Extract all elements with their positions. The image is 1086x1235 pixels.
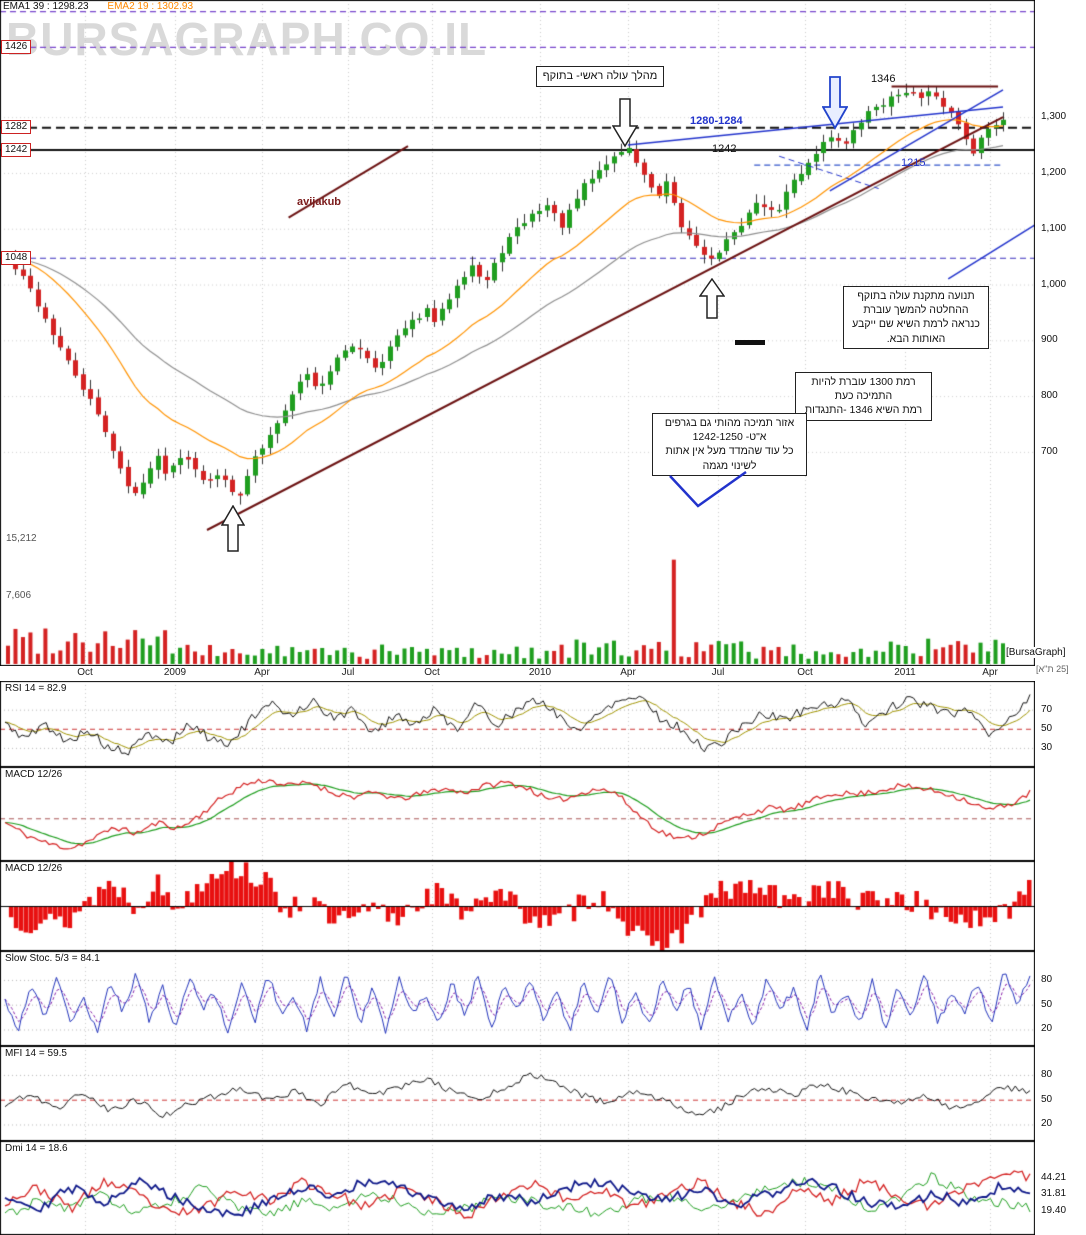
- mfi-tick-label: 20: [1041, 1118, 1053, 1130]
- x-axis-label: 2009: [163, 667, 187, 678]
- x-axis-label: 2011: [894, 667, 916, 678]
- dash-annotation: [735, 340, 765, 345]
- mfi-tick-label: 80: [1041, 1068, 1053, 1080]
- ema2-value: EMA2 19 : 1302.93: [107, 1, 194, 12]
- dmi-value-label: 19.40: [1041, 1204, 1067, 1216]
- x-axis-label: Apr: [254, 667, 270, 678]
- macd-histogram-canvas[interactable]: [0, 861, 1035, 951]
- author-signature: avijakub: [297, 196, 342, 208]
- level-label-1215: 1215: [901, 157, 926, 169]
- blue-check-annotation: [669, 470, 747, 508]
- rsi-tick-label: 70: [1041, 703, 1053, 715]
- rsi-tick-label: 50: [1041, 722, 1053, 734]
- right-axis-label: 1,300: [1041, 111, 1067, 123]
- stochastic-panel-label: Slow Stoc. 5/3 = 84.1: [3, 953, 102, 964]
- right-axis-label: 800: [1041, 390, 1058, 402]
- right-axis-label: 1,100: [1041, 222, 1067, 234]
- dmi-value-label: 31.81: [1041, 1188, 1067, 1200]
- bursagraph-brand-label: [BursaGraph]: [1006, 647, 1066, 658]
- mfi-canvas[interactable]: [0, 1046, 1035, 1141]
- level-label-1242: 1242: [712, 143, 737, 155]
- mfi-panel-label: MFI 14 = 59.5: [3, 1048, 69, 1059]
- x-axis-label: Oct: [424, 667, 440, 678]
- x-axis-label: Jul: [711, 667, 725, 678]
- x-axis-label: 2010: [528, 667, 552, 678]
- annotation-support-zone: אזור תמיכה מהותי גם בגרפים א"ט- 1242-125…: [652, 413, 807, 476]
- volume-axis-label: 15,212: [6, 533, 37, 544]
- rsi-tick-label: 30: [1041, 741, 1053, 753]
- annotation-corrective-move: תנועה מתקנת עולה בתוקף ההחלטה להמשך עובר…: [843, 286, 989, 349]
- left-axis-label: 1282: [1, 120, 32, 135]
- stoch-tick-label: 50: [1041, 998, 1053, 1010]
- slow-stochastic-canvas[interactable]: [0, 951, 1035, 1046]
- right-axis-label: 1,000: [1041, 278, 1067, 290]
- axis-corner-note: [25 ת"א]: [1036, 664, 1069, 674]
- right-axis-label: 1,200: [1041, 166, 1067, 178]
- x-axis-label: Oct: [797, 667, 813, 678]
- x-axis-label: Oct: [77, 667, 93, 678]
- dmi-panel-label: Dmi 14 = 18.6: [3, 1143, 70, 1154]
- macd-histogram-panel-label: MACD 12/26: [3, 863, 65, 874]
- right-axis-label: 900: [1041, 334, 1058, 346]
- x-axis-label: Jul: [341, 667, 355, 678]
- macd-line-canvas[interactable]: [0, 767, 1035, 861]
- mfi-tick-label: 50: [1041, 1093, 1053, 1105]
- stoch-tick-label: 80: [1041, 973, 1053, 985]
- ema1-value: EMA1 39 : 1298.23: [3, 1, 89, 12]
- left-axis-label: 1242: [1, 142, 32, 157]
- annotation-1300-support: רמת 1300 עוברת להיות התמיכה כעת רמת השיא…: [795, 372, 932, 421]
- stoch-tick-label: 20: [1041, 1023, 1053, 1035]
- macd-panel-label: MACD 12/26: [3, 769, 65, 780]
- indicator-header: EMA1 39 : 1298.23 EMA2 19 : 1302.93: [3, 1, 193, 12]
- left-axis-label: 1048: [1, 250, 32, 265]
- up-arrow-icon-2: [221, 505, 245, 552]
- left-axis-label: 1426: [1, 39, 32, 54]
- level-label-1280-1284: 1280-1284: [690, 115, 743, 127]
- up-arrow-icon: [699, 278, 725, 319]
- down-arrow-blue-icon: [822, 76, 848, 130]
- dmi-value-label: 44.21: [1041, 1171, 1067, 1183]
- down-arrow-icon: [612, 98, 638, 148]
- right-axis-label: 700: [1041, 445, 1058, 457]
- x-axis-label: Apr: [620, 667, 636, 678]
- annotation-main-uptrend: מהלך עולה ראשי- בתוקף: [536, 66, 664, 87]
- rsi-canvas[interactable]: [0, 681, 1035, 767]
- level-label-1346: 1346: [871, 73, 896, 85]
- x-axis-label: Apr: [982, 667, 998, 678]
- volume-axis-label: 7,606: [6, 590, 32, 601]
- dmi-canvas[interactable]: [0, 1141, 1035, 1235]
- rsi-panel-label: RSI 14 = 82.9: [3, 683, 69, 694]
